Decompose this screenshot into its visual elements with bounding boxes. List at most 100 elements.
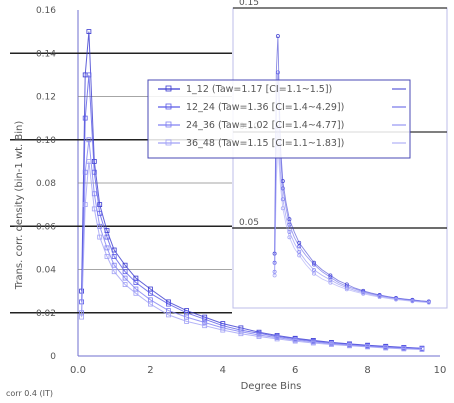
legend: 1_12 (Taw=1.17 [CI=1.1~1.5]) 12_24 (Taw=1… — [147, 79, 411, 159]
data-point — [97, 234, 103, 240]
inset-data-point — [280, 197, 285, 202]
data-point — [292, 338, 298, 344]
data-point — [122, 282, 128, 288]
data-point — [111, 262, 117, 268]
x-tick-label: 4 — [220, 365, 226, 376]
inset-data-point — [275, 34, 280, 39]
data-point — [86, 137, 92, 143]
main-plot — [10, 10, 440, 357]
inset-data-point — [297, 244, 302, 249]
legend-swatch-marker — [165, 85, 172, 92]
data-point — [166, 301, 171, 307]
data-point — [238, 331, 244, 337]
y-tick-label: 0.10 — [36, 136, 56, 146]
data-point — [122, 262, 128, 268]
data-point — [256, 334, 262, 339]
inset-data-point — [272, 273, 277, 278]
data-point — [91, 206, 97, 212]
data-point — [104, 245, 110, 251]
data-point — [328, 342, 334, 347]
data-point — [97, 202, 103, 208]
legend-label: 36_48 (Taw=1.15 [CI=1.1~1.83]) — [186, 138, 344, 149]
y-axis-label: Trans. corr. density (bin-1 wt. Bin) — [14, 121, 25, 291]
inset-data-point — [312, 262, 316, 267]
x-tick-label: 0.0 — [70, 365, 86, 376]
data-point — [383, 345, 389, 351]
data-point — [202, 320, 208, 325]
inset-data-point — [280, 206, 285, 211]
y-tick-label: 0.02 — [36, 309, 56, 319]
y-tick-label: 0.06 — [36, 222, 56, 232]
inset-y-tick-label: 0.05 — [239, 218, 259, 228]
x-tick-label: 2 — [147, 365, 153, 376]
data-point — [82, 169, 88, 175]
data-point — [147, 290, 153, 296]
inset-data-point — [275, 70, 280, 75]
legend-label: 1_12 (Taw=1.17 [CI=1.1~1.5]) — [186, 84, 332, 95]
inset-series-line-36_48 — [274, 144, 429, 304]
x-tick-label: 6 — [292, 365, 298, 376]
data-point — [166, 312, 171, 318]
data-point — [310, 340, 316, 346]
data-point — [79, 314, 84, 320]
data-point — [111, 269, 117, 275]
inset-data-point — [287, 235, 292, 240]
inset-data-point — [328, 275, 333, 280]
data-point — [147, 301, 153, 307]
inset-data-point — [426, 300, 431, 305]
inset-data-point — [328, 280, 333, 285]
y-tick-label: 0 — [50, 352, 56, 362]
inset-data-point — [287, 217, 292, 222]
data-point — [220, 327, 226, 333]
x-tick-label: 8 — [364, 365, 370, 376]
y-tick-label: 0.14 — [36, 49, 56, 59]
inset-data-point — [312, 271, 316, 276]
inset-data-point — [312, 267, 316, 272]
data-point — [122, 269, 128, 275]
legend-label: 12_24 (Taw=1.36 [CI=1.4~4.29]) — [186, 102, 344, 113]
y-tick-label: 0.12 — [36, 93, 56, 103]
data-point — [104, 254, 110, 259]
y-tick-label: 0.16 — [36, 6, 56, 16]
data-point — [86, 29, 92, 35]
inset-data-point — [328, 277, 333, 282]
data-point — [202, 323, 208, 329]
inset-plot — [232, 7, 448, 309]
data-point — [347, 343, 352, 349]
inset-data-point — [297, 253, 302, 258]
data-point — [111, 254, 117, 259]
footnote: corr 0.4 (IT) — [6, 389, 53, 398]
inset-y-tick-label: 0.15 — [239, 0, 259, 8]
legend-label: 24_36 (Taw=1.02 [CI=1.4~4.77]) — [186, 120, 344, 131]
data-point — [82, 202, 88, 208]
data-point — [401, 346, 407, 352]
data-point — [86, 72, 92, 78]
legend-swatch-marker — [165, 139, 172, 146]
inset-data-point — [297, 249, 302, 254]
data-point — [419, 347, 425, 352]
y-tick-label: 0.04 — [36, 266, 56, 276]
legend-swatch-marker — [165, 121, 172, 128]
data-point — [122, 275, 128, 281]
y-tick-label: 0.08 — [36, 179, 56, 189]
x-tick-label: 10 — [434, 365, 447, 376]
legend-swatch-marker — [165, 103, 172, 110]
legend-box — [147, 79, 411, 159]
data-point — [365, 344, 371, 350]
data-point — [133, 280, 139, 285]
data-point — [86, 158, 92, 164]
inset-data-point — [377, 295, 382, 300]
data-point — [133, 290, 139, 296]
data-point — [104, 234, 110, 240]
series-line-24_36 — [81, 139, 422, 350]
data-point — [274, 336, 280, 342]
inset-series-line-24_36 — [274, 126, 429, 303]
data-point — [202, 316, 208, 322]
series-line-36_48 — [81, 161, 422, 350]
data-point — [82, 115, 88, 121]
inset-data-point — [344, 287, 349, 292]
x-axis-label: Degree Bins — [241, 381, 302, 392]
inset-data-point — [410, 299, 415, 304]
inset-data-point — [394, 297, 398, 302]
